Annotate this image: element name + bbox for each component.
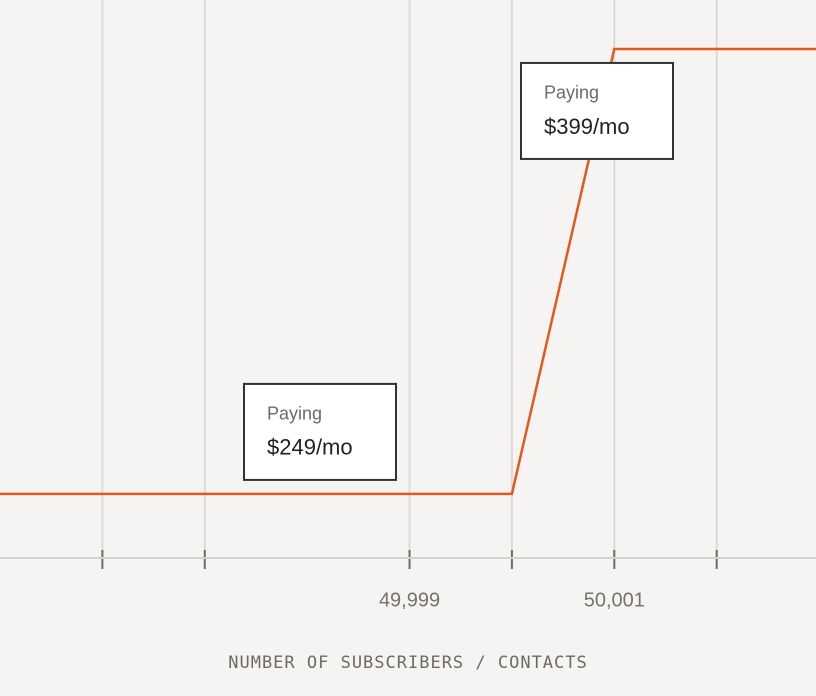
price-annotation: Paying $399/mo: [520, 61, 674, 160]
annotation-label: Paying: [544, 83, 599, 103]
x-axis-title: NUMBER OF SUBSCRIBERS / CONTACTS: [228, 653, 588, 673]
annotation-box: [520, 61, 674, 160]
price-line: [0, 47, 816, 496]
annotation-box: [243, 382, 397, 481]
annotation-text: $399/mo: [544, 114, 630, 139]
x-tick-label: 50,001: [584, 589, 645, 611]
annotation-label: Paying: [267, 404, 322, 424]
price-annotation: Paying $249/mo: [243, 382, 397, 481]
x-tick-label: 49,999: [379, 589, 440, 611]
annotation-text: $249/mo: [267, 435, 353, 460]
